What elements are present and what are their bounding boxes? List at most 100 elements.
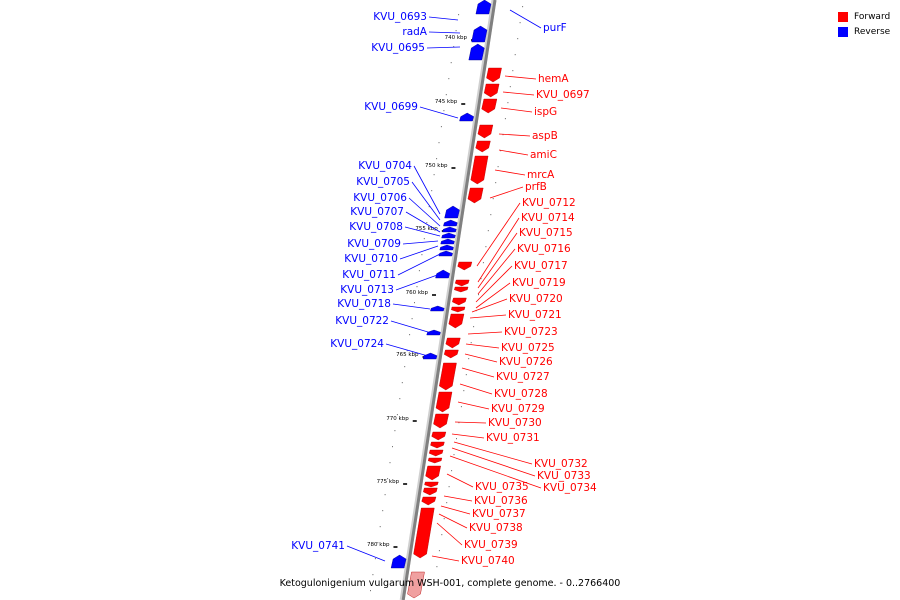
reverse-label-connector <box>428 16 459 21</box>
forward-label-connector <box>475 265 513 303</box>
reverse-gene-label: KVU_0711 <box>342 269 396 281</box>
tick-label: 770 kbp <box>386 416 409 422</box>
reverse-gene-block <box>435 269 450 279</box>
reverse-gene-block <box>440 238 455 245</box>
forward-gene-block <box>445 337 461 349</box>
forward-gene-label: amiC <box>530 149 557 161</box>
forward-gene-block <box>452 297 467 306</box>
reverse-gene-block <box>471 25 488 43</box>
reverse-label-connector <box>408 197 441 227</box>
forward-gene-label: KVU_0733 <box>537 470 591 482</box>
forward-gene-block <box>475 140 491 153</box>
forward-label-connector <box>477 248 516 295</box>
reverse-label-connector <box>395 273 441 291</box>
reverse-gene-block <box>439 244 454 251</box>
tick-label: 755 kbp <box>415 226 438 232</box>
forward-gene-label: KVU_0726 <box>499 356 553 368</box>
tick-label: 740 kbp <box>445 35 468 41</box>
forward-gene-label: mrcA <box>527 169 555 181</box>
legend-item-reverse: Reverse <box>838 24 890 39</box>
reverse-gene-label: KVU_0706 <box>353 192 407 204</box>
reverse-gene-label: KVU_0710 <box>344 253 398 265</box>
forward-gene-block <box>443 349 459 359</box>
forward-label-connector <box>475 282 511 309</box>
tick-label: 750 kbp <box>425 163 448 169</box>
reverse-gene-block <box>426 329 441 336</box>
reverse-label-connector <box>411 181 441 221</box>
reverse-gene-block <box>475 0 492 15</box>
forward-label-connector <box>440 505 471 515</box>
reverse-label-connector <box>392 303 431 310</box>
forward-gene-label: KVU_0712 <box>522 197 576 209</box>
reverse-gene-label: KVU_0705 <box>356 176 410 188</box>
reverse-gene-label: KVU_0693 <box>373 11 427 23</box>
forward-gene-label: ispG <box>534 106 557 118</box>
reverse-gene-block <box>390 554 407 569</box>
reverse-label-connector <box>428 31 461 34</box>
forward-gene-block <box>448 313 465 329</box>
forward-label-connector <box>498 149 529 156</box>
forward-gene-block <box>483 83 500 98</box>
forward-gene-label: KVU_0738 <box>469 522 523 534</box>
forward-label-connector <box>477 232 518 289</box>
forward-gene-label: KVU_0697 <box>536 89 590 101</box>
forward-gene-block <box>433 413 449 429</box>
reverse-gene-label: KVU_0695 <box>371 42 425 54</box>
forward-gene-label: KVU_0737 <box>472 508 526 520</box>
forward-label-connector <box>449 455 542 489</box>
forward-gene-label: KVU_0739 <box>464 539 518 551</box>
forward-label-connector <box>438 513 468 529</box>
forward-gene-block <box>428 449 444 457</box>
forward-gene-label: KVU_0731 <box>486 432 540 444</box>
forward-label-connector <box>464 353 498 363</box>
forward-label-connector <box>477 217 520 283</box>
forward-gene-label: KVU_0732 <box>534 458 588 470</box>
reverse-gene-label: KVU_0707 <box>350 206 404 218</box>
forward-label-connector <box>459 383 493 395</box>
forward-label-connector <box>500 107 533 113</box>
forward-label-connector <box>467 331 503 335</box>
reverse-label-connector <box>397 253 441 276</box>
forward-label-connector <box>451 447 536 477</box>
reverse-label-connector <box>413 165 441 215</box>
forward-label-connector <box>431 555 460 562</box>
reverse-swatch <box>838 26 848 37</box>
forward-gene-block <box>457 261 473 271</box>
reverse-gene-block <box>430 305 445 312</box>
forward-gene-label: hemA <box>538 73 569 85</box>
tick-label: 760 kbp <box>406 290 429 296</box>
forward-gene-label: KVU_0729 <box>491 403 545 415</box>
reverse-label-connector <box>402 240 439 245</box>
forward-gene-block <box>451 306 466 313</box>
forward-gene-block <box>467 187 484 204</box>
reverse-gene-label: KVU_0718 <box>337 298 391 310</box>
forward-gene-label: KVU_0725 <box>501 342 555 354</box>
reverse-gene-block <box>443 219 458 227</box>
forward-label-connector <box>461 367 495 378</box>
reverse-gene-block <box>441 232 456 239</box>
forward-gene-block <box>424 481 439 488</box>
reverse-gene-label: radA <box>402 26 427 38</box>
genome-caption: Ketogulonigenium vulgarum WSH-001, compl… <box>279 578 621 589</box>
reverse-gene-label: KVU_0709 <box>347 238 401 250</box>
forward-gene-label: KVU_0714 <box>521 212 575 224</box>
reverse-label-connector <box>404 226 441 237</box>
forward-gene-label: purF <box>543 22 567 34</box>
forward-gene-block <box>431 431 447 441</box>
reverse-gene-block <box>468 43 485 61</box>
forward-gene-block <box>421 496 437 506</box>
legend-label-reverse: Reverse <box>854 26 891 37</box>
forward-gene-label: KVU_0723 <box>504 326 558 338</box>
forward-gene-block <box>439 362 457 391</box>
forward-gene-block <box>454 286 469 293</box>
forward-gene-block <box>477 124 494 139</box>
forward-gene-block <box>481 98 498 114</box>
genome-backbone <box>401 0 497 600</box>
forward-gene-label: KVU_0717 <box>514 260 568 272</box>
forward-gene-label: KVU_0721 <box>508 309 562 321</box>
reverse-label-connector <box>390 320 429 333</box>
forward-gene-label: KVU_0720 <box>509 293 563 305</box>
reverse-label-connector <box>405 211 441 233</box>
reverse-gene-label: KVU_0724 <box>330 338 384 350</box>
forward-gene-block <box>430 441 445 449</box>
